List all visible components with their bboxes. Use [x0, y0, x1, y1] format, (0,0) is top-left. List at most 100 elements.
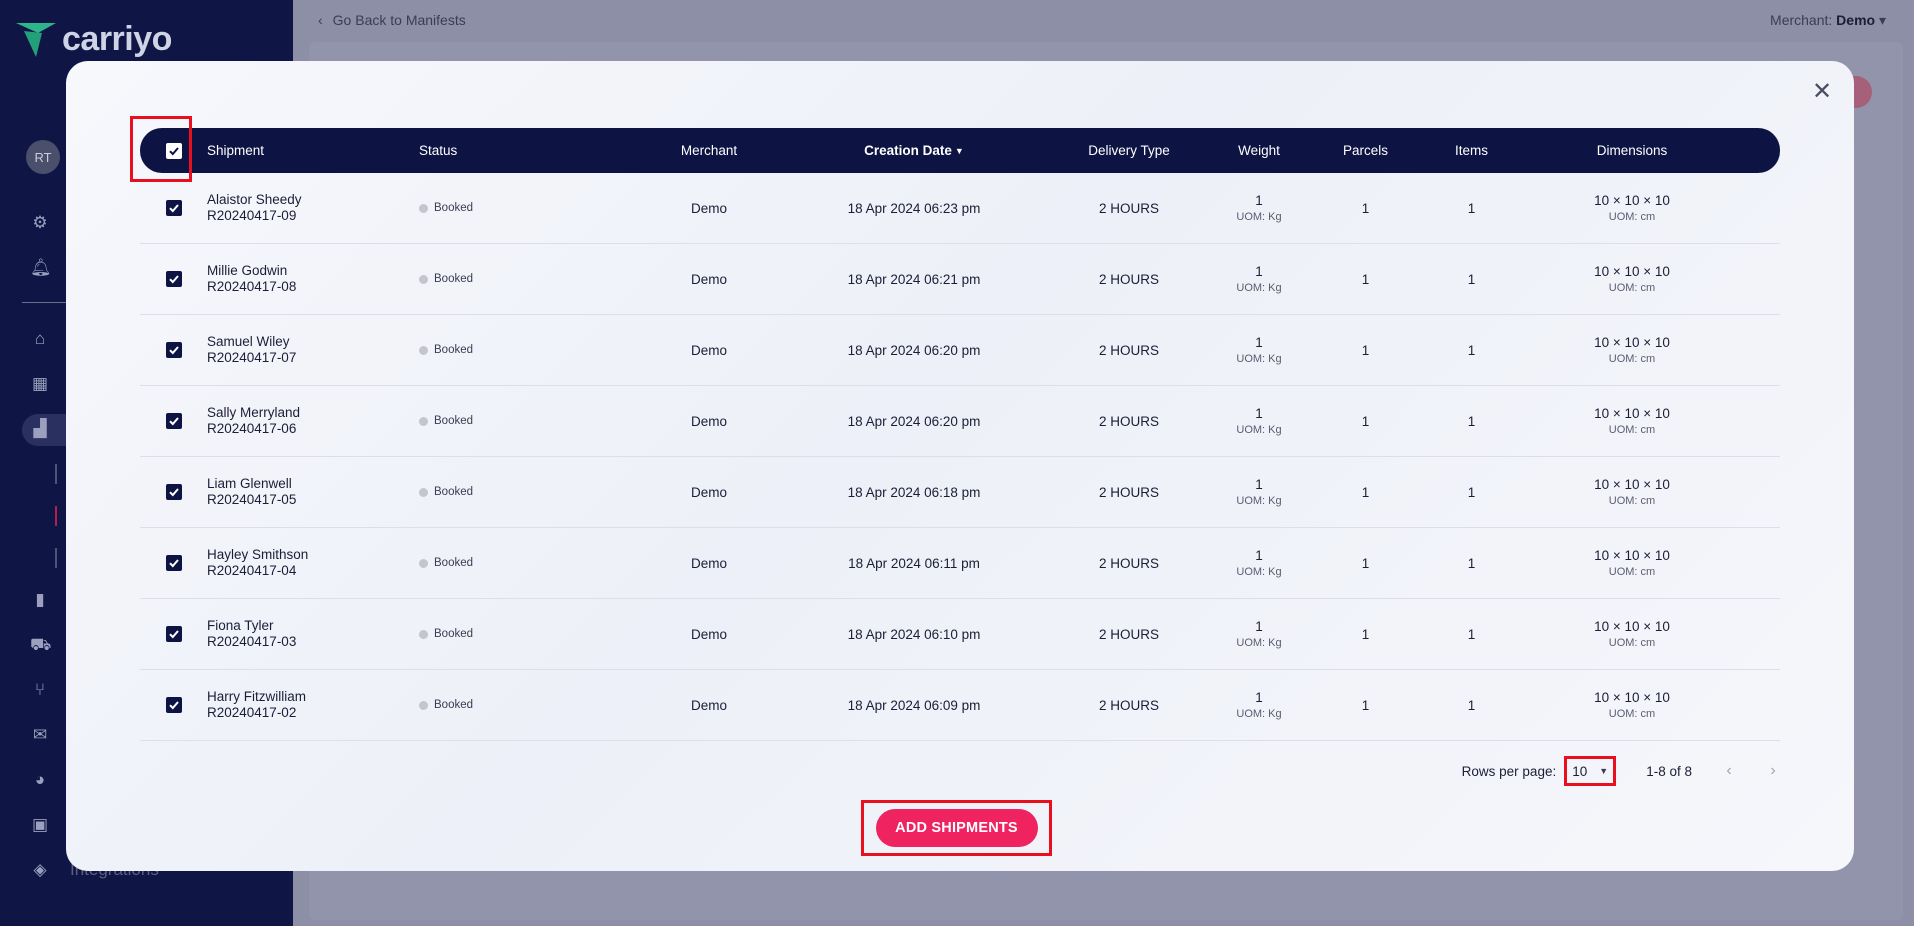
- row-checkbox[interactable]: [165, 200, 182, 216]
- checkbox-checked-icon: [168, 630, 179, 639]
- weight-value: 1: [1255, 406, 1263, 421]
- table-row[interactable]: Harry Fitzwilliam R20240417-02 Booked De…: [140, 670, 1780, 741]
- table-row[interactable]: Fiona Tyler R20240417-03 Booked Demo 18 …: [140, 599, 1780, 670]
- avatar[interactable]: RT: [26, 140, 60, 174]
- shipment-id: R20240417-02: [207, 705, 297, 720]
- dimensions-cell: 10 × 10 × 10 UOM: cm: [1526, 477, 1738, 507]
- chat-icon[interactable]: ✉: [32, 725, 48, 744]
- layers-icon[interactable]: ◈: [33, 860, 47, 879]
- table-header: Shipment Status Merchant Creation Date ▼ …: [130, 116, 1780, 182]
- weight-cell: 1 UOM: Kg: [1204, 548, 1314, 578]
- delivery-type-cell: 2 HOURS: [1098, 200, 1159, 216]
- row-checkbox[interactable]: [165, 626, 182, 642]
- column-header-shipment[interactable]: Shipment: [207, 143, 265, 158]
- analytics-icon[interactable]: ▮: [35, 590, 45, 609]
- table-row[interactable]: Samuel Wiley R20240417-07 Booked Demo 18…: [140, 315, 1780, 386]
- shipment-cell[interactable]: Harry Fitzwilliam R20240417-02: [207, 689, 419, 721]
- table-row[interactable]: Liam Glenwell R20240417-05 Booked Demo 1…: [140, 457, 1780, 528]
- status-dot-icon: [419, 487, 428, 497]
- checkbox-checked-icon: [168, 559, 179, 568]
- weight-value: 1: [1255, 264, 1263, 279]
- home-icon[interactable]: ⌂: [34, 329, 46, 348]
- column-header-parcels[interactable]: Parcels: [1342, 143, 1388, 158]
- dimensions-cell: 10 × 10 × 10 UOM: cm: [1526, 690, 1738, 720]
- shipment-cell[interactable]: Samuel Wiley R20240417-07: [207, 334, 419, 366]
- column-header-status[interactable]: Status: [419, 143, 458, 158]
- table-row[interactable]: Hayley Smithson R20240417-04 Booked Demo…: [140, 528, 1780, 599]
- creation-date-cell: 18 Apr 2024 06:20 pm: [847, 342, 981, 358]
- rows-per-page-select[interactable]: 10 ▼: [1564, 756, 1617, 786]
- rows-per-page-value: 10: [1572, 763, 1588, 779]
- pagination-range: 1-8 of 8: [1646, 763, 1692, 779]
- column-header-merchant[interactable]: Merchant: [680, 143, 738, 158]
- column-header-items[interactable]: Items: [1454, 143, 1488, 158]
- row-checkbox[interactable]: [165, 413, 182, 429]
- merchant-value: Demo: [1836, 12, 1876, 28]
- parcels-cell: 1: [1361, 271, 1370, 287]
- merchant-cell: Demo: [690, 555, 727, 571]
- row-select-cell: [140, 413, 207, 429]
- delivery-type-cell: 2 HOURS: [1098, 484, 1159, 500]
- next-page-button[interactable]: ›: [1766, 762, 1780, 780]
- column-header-creation-date[interactable]: Creation Date ▼: [774, 143, 1054, 158]
- weight-uom: UOM: Kg: [1236, 424, 1282, 436]
- column-header-weight[interactable]: Weight: [1238, 143, 1280, 158]
- rows-per-page-label: Rows per page:: [1461, 763, 1557, 779]
- close-icon[interactable]: ✕: [1811, 77, 1833, 105]
- checkbox-checked-icon: [168, 146, 179, 155]
- caret-down-icon: ▼: [1599, 766, 1609, 776]
- select-all-checkbox[interactable]: [165, 142, 182, 159]
- shipment-cell[interactable]: Alaistor Sheedy R20240417-09: [207, 192, 419, 224]
- shipment-cell[interactable]: Liam Glenwell R20240417-05: [207, 476, 419, 508]
- dimensions-uom: UOM: cm: [1608, 424, 1656, 436]
- shipment-cell[interactable]: Millie Godwin R20240417-08: [207, 263, 419, 295]
- shipment-cell[interactable]: Sally Merryland R20240417-06: [207, 405, 419, 437]
- clipboard-icon[interactable]: ▣: [31, 815, 49, 834]
- row-select-cell: [140, 271, 207, 287]
- weight-value: 1: [1255, 193, 1263, 208]
- dashboard-icon[interactable]: ▦: [31, 374, 49, 393]
- table-row[interactable]: Millie Godwin R20240417-08 Booked Demo 1…: [140, 244, 1780, 315]
- dimensions-cell: 10 × 10 × 10 UOM: cm: [1526, 406, 1738, 436]
- weight-cell: 1 UOM: Kg: [1204, 193, 1314, 223]
- shipment-id: R20240417-08: [207, 279, 297, 294]
- row-checkbox[interactable]: [165, 555, 182, 571]
- merchant-cell: Demo: [690, 697, 727, 713]
- table-row[interactable]: Sally Merryland R20240417-06 Booked Demo…: [140, 386, 1780, 457]
- gear-icon[interactable]: ⚙: [32, 213, 48, 232]
- prev-page-button[interactable]: ‹: [1722, 762, 1736, 780]
- column-header-delivery-type[interactable]: Delivery Type: [1088, 143, 1170, 158]
- shipment-cell[interactable]: Hayley Smithson R20240417-04: [207, 547, 419, 579]
- dimensions-cell: 10 × 10 × 10 UOM: cm: [1526, 619, 1738, 649]
- row-checkbox[interactable]: [165, 697, 182, 713]
- status-cell: Booked: [419, 699, 644, 711]
- dimensions-cell: 10 × 10 × 10 UOM: cm: [1526, 193, 1738, 223]
- creation-date-cell: 18 Apr 2024 06:20 pm: [847, 413, 981, 429]
- items-cell: 1: [1467, 271, 1476, 287]
- palette-icon[interactable]: ◕: [34, 770, 46, 789]
- routing-icon[interactable]: ⑂: [34, 680, 46, 699]
- status-cell: Booked: [419, 344, 644, 356]
- status-text: Booked: [434, 699, 474, 711]
- dimensions-value: 10 × 10 × 10: [1594, 193, 1670, 208]
- row-checkbox[interactable]: [165, 342, 182, 358]
- status-cell: Booked: [419, 202, 644, 214]
- add-shipments-button[interactable]: ADD SHIPMENTS: [875, 809, 1038, 847]
- status-cell: Booked: [419, 486, 644, 498]
- shipments-table: Shipment Status Merchant Creation Date ▼ …: [130, 116, 1780, 741]
- merchant-selector[interactable]: Merchant: Demo ▾: [1770, 12, 1886, 29]
- status-text: Booked: [434, 273, 474, 285]
- shipment-cell[interactable]: Fiona Tyler R20240417-03: [207, 618, 419, 650]
- weight-uom: UOM: Kg: [1236, 282, 1282, 294]
- column-header-dimensions[interactable]: Dimensions: [1596, 143, 1668, 158]
- status-cell: Booked: [419, 557, 644, 569]
- rows-per-page-highlight: [1564, 756, 1617, 786]
- shipment-id: R20240417-07: [207, 350, 297, 365]
- row-checkbox[interactable]: [165, 271, 182, 287]
- row-checkbox[interactable]: [165, 484, 182, 500]
- bell-icon[interactable]: 🔔︎: [30, 258, 52, 277]
- brand-logo[interactable]: carriyo: [16, 20, 172, 59]
- truck-icon[interactable]: ⛟: [30, 635, 52, 654]
- back-to-manifests-link[interactable]: ‹ Go Back to Manifests: [318, 12, 466, 28]
- table-row[interactable]: Alaistor Sheedy R20240417-09 Booked Demo…: [140, 173, 1780, 244]
